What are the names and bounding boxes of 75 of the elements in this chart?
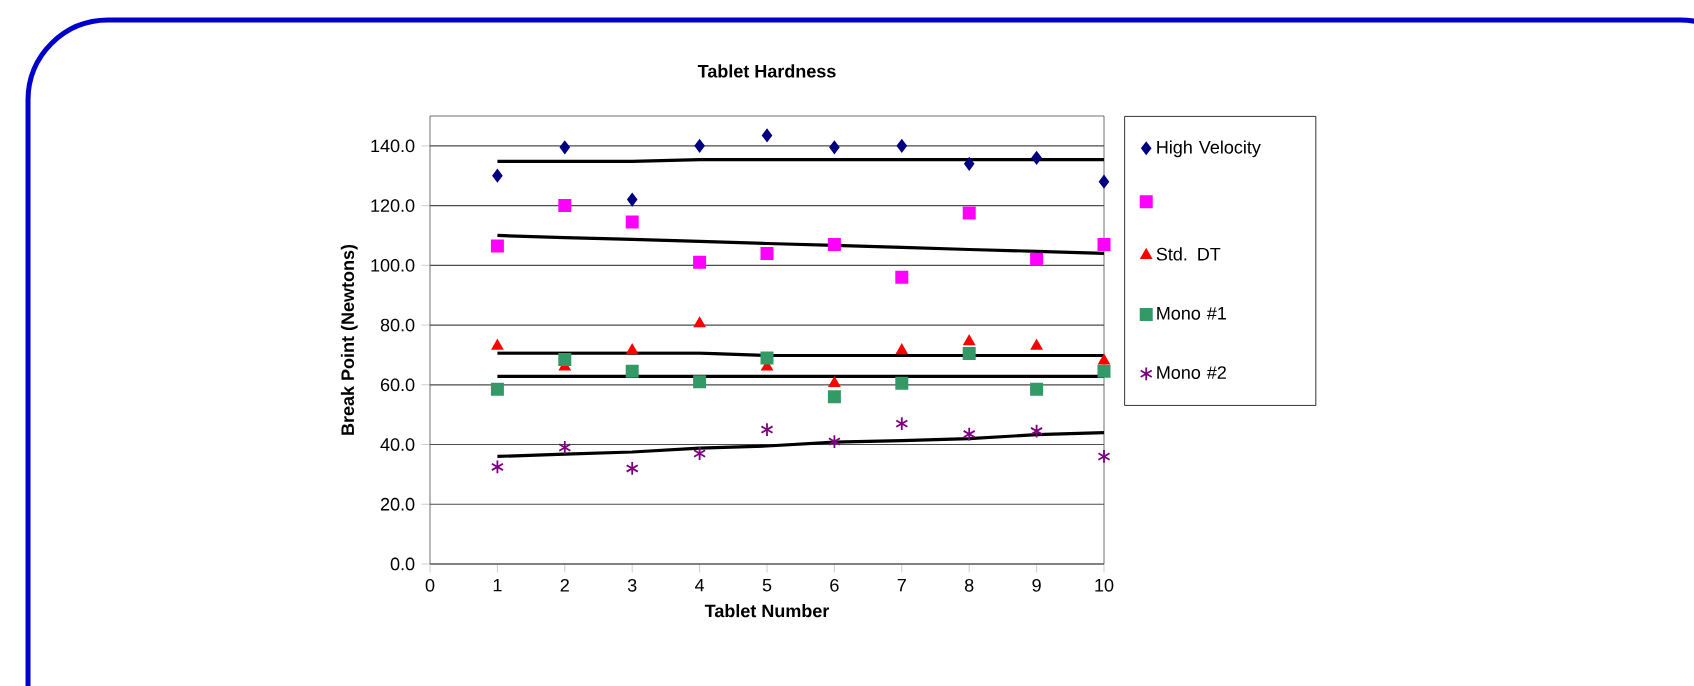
- legend-label: Mono #1: [1157, 307, 1226, 320]
- point: [558, 440, 572, 455]
- point: [896, 343, 908, 355]
- point: [896, 139, 907, 153]
- y-tick-label: 0.0: [390, 557, 415, 571]
- x-axis-title: Tablet Number: [704, 604, 830, 618]
- y-tick-label: 100.0: [371, 258, 415, 272]
- point: [962, 206, 976, 220]
- x-tick-label: 7: [897, 578, 906, 592]
- point: [694, 139, 705, 153]
- point: [962, 426, 976, 442]
- point: [490, 239, 504, 253]
- point: [964, 157, 975, 171]
- x-tick-label: 2: [560, 578, 569, 592]
- point: [625, 215, 639, 229]
- point: [693, 375, 707, 389]
- x-tick-label: 9: [1032, 578, 1041, 592]
- x-tick-label: 4: [695, 578, 705, 592]
- point: [895, 376, 909, 390]
- point: [1097, 449, 1111, 464]
- point: [1030, 339, 1043, 350]
- point: [1031, 151, 1042, 165]
- point: [827, 237, 841, 251]
- point: [1097, 364, 1111, 378]
- point: [962, 346, 976, 360]
- chart-title: Tablet Hardness: [697, 64, 836, 78]
- point: [626, 343, 638, 355]
- y-tick-label: 60.0: [380, 378, 415, 392]
- point: [1098, 354, 1110, 365]
- point: [1097, 237, 1111, 251]
- y-tick-label: 140.0: [371, 139, 415, 153]
- point: [627, 193, 638, 207]
- point: [558, 352, 572, 366]
- point: [761, 128, 773, 142]
- point: [490, 382, 504, 396]
- y-tick-label: 40.0: [380, 438, 415, 451]
- point: [625, 461, 639, 476]
- legend-label: Mono #2: [1157, 366, 1226, 379]
- x-tick-label: 5: [762, 578, 772, 592]
- point: [693, 317, 706, 328]
- y-axis-title: Break Point (Newtons): [340, 244, 358, 435]
- x-tick-label: 6: [830, 578, 839, 592]
- point: [828, 376, 841, 387]
- point: [1030, 382, 1044, 396]
- y-tick-label: 120.0: [371, 199, 415, 212]
- legend-label: Std. DT: [1156, 247, 1221, 261]
- point: [625, 364, 639, 378]
- x-tick-label: 1: [493, 578, 502, 592]
- point: [1098, 175, 1110, 189]
- x-tick-label: 8: [964, 578, 974, 592]
- point: [1030, 423, 1044, 439]
- point: [895, 270, 909, 284]
- point: [760, 422, 774, 437]
- point: [492, 169, 503, 183]
- point: [559, 140, 570, 154]
- x-tick-label: 0: [425, 578, 435, 592]
- y-tick-label: 80.0: [380, 318, 415, 332]
- point: [491, 339, 504, 350]
- line-series: [495, 430, 1104, 459]
- legend-label: High Velocity: [1157, 140, 1261, 158]
- point: [693, 446, 707, 461]
- point: [963, 334, 975, 346]
- point: [760, 246, 774, 260]
- point: [1030, 252, 1044, 266]
- point: [558, 199, 572, 213]
- x-tick-label: 10: [1095, 578, 1114, 592]
- point: [490, 459, 504, 475]
- point: [895, 416, 909, 431]
- point: [827, 390, 841, 404]
- y-tick-label: 20.0: [380, 497, 415, 511]
- x-tick-label: 3: [627, 578, 637, 592]
- point: [760, 351, 774, 365]
- point: [829, 140, 840, 154]
- point: [693, 255, 707, 269]
- point: [827, 434, 841, 449]
